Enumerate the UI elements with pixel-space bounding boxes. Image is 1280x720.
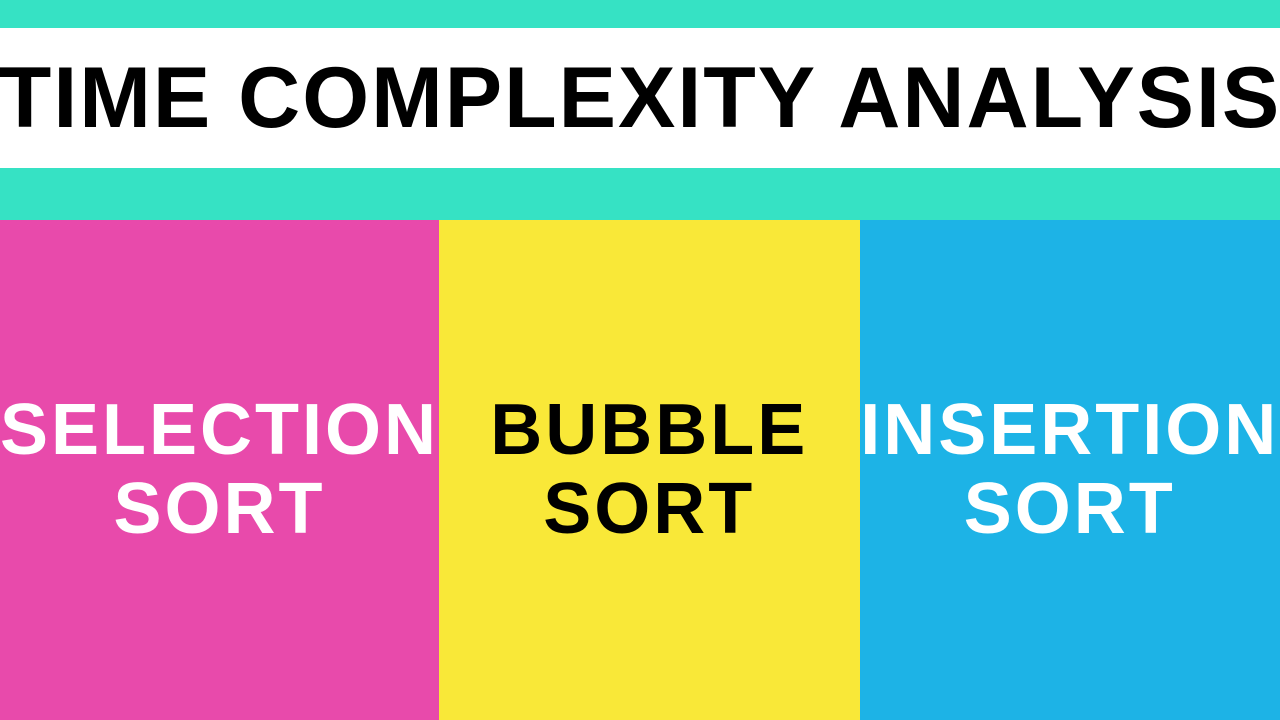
infographic-container: TIME COMPLEXITY ANALYSIS SELECTION SORT …: [0, 0, 1280, 720]
column-insertion-sort: INSERTION SORT: [860, 220, 1280, 720]
column-selection-sort: SELECTION SORT: [0, 220, 439, 720]
column-label-bubble: BUBBLE SORT: [490, 391, 808, 549]
column-label-insertion: INSERTION SORT: [860, 391, 1279, 549]
page-title: TIME COMPLEXITY ANALYSIS: [0, 49, 1280, 148]
title-band: TIME COMPLEXITY ANALYSIS: [0, 28, 1280, 168]
header-band-top: [0, 0, 1280, 28]
header-band-bottom: [0, 168, 1280, 220]
column-bubble-sort: BUBBLE SORT: [439, 220, 859, 720]
columns-row: SELECTION SORT BUBBLE SORT INSERTION SOR…: [0, 220, 1280, 720]
column-label-selection: SELECTION SORT: [0, 391, 439, 549]
